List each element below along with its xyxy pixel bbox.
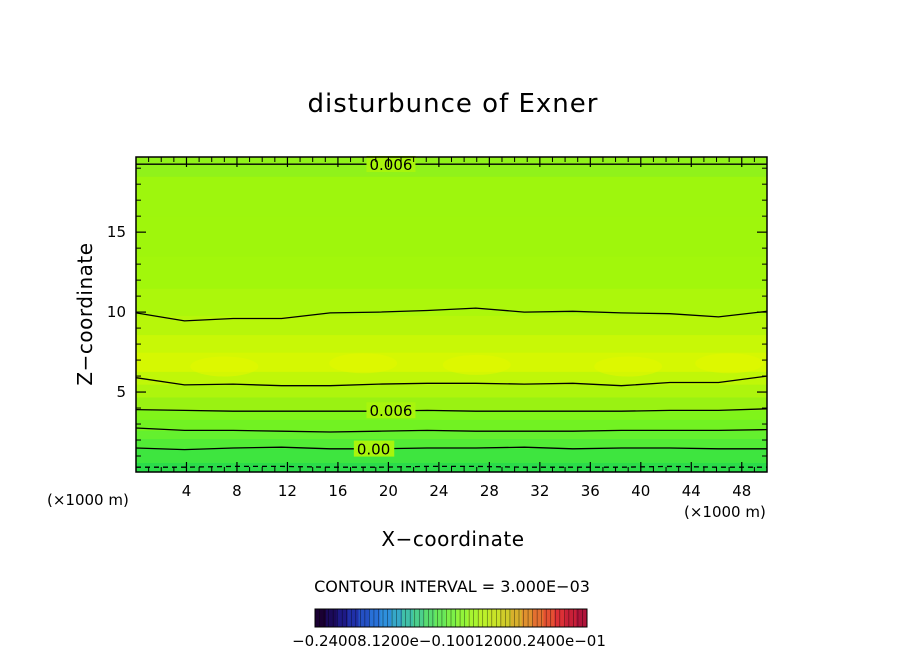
contour-fill-bands — [136, 157, 767, 472]
colorbar-swatch — [434, 609, 446, 627]
x-tick-label: 8 — [232, 482, 242, 500]
y-tick-label: 15 — [107, 223, 126, 241]
contour-labels: 0.006 0.006 0.00 — [353, 155, 416, 459]
contour-line — [136, 307, 767, 322]
fill-band — [136, 430, 767, 440]
warm-highlight-patches — [190, 353, 764, 377]
colorbar-swatch — [380, 609, 392, 627]
contour-lines — [136, 163, 767, 468]
fill-band — [136, 396, 767, 411]
colorbar-swatch — [358, 609, 370, 627]
fill-band — [136, 256, 767, 289]
colorbar-swatch — [315, 609, 327, 627]
x-tick-label: 40 — [631, 482, 650, 500]
colorbar-tick-labels: −0.24008.1200e−0.10012000.2400e−01 — [292, 632, 606, 650]
x-tick-label: 20 — [379, 482, 398, 500]
warm-patch — [594, 356, 663, 377]
x-axis-ticks: 4 8 12 16 20 24 28 32 36 40 44 48 — [182, 157, 751, 500]
colorbar-swatch — [369, 609, 381, 627]
contour-label: 0.00 — [357, 441, 390, 459]
fill-band — [136, 315, 767, 336]
contour-label-bg — [366, 402, 416, 419]
y-axis-ticks: 5 10 15 — [107, 223, 767, 401]
warm-patch — [695, 353, 764, 374]
y-tick-label: 5 — [116, 383, 126, 401]
x-tick-label: 4 — [182, 482, 192, 500]
colorbar-swatch — [489, 609, 501, 627]
colorbar-swatch — [456, 609, 468, 627]
contour-line — [136, 408, 767, 412]
colorbar-swatch — [565, 609, 577, 627]
fill-band — [136, 157, 767, 177]
colorbar-swatch — [543, 609, 555, 627]
fill-band — [136, 419, 767, 432]
y-unit-label: (×1000 m) — [47, 491, 129, 509]
fill-band — [136, 288, 767, 316]
colorbar-swatch — [576, 609, 588, 627]
contour-label-bg — [353, 440, 395, 457]
contour-line — [136, 465, 767, 468]
minor-ticks — [136, 157, 767, 472]
x-tick-label: 12 — [278, 482, 297, 500]
colorbar-frame — [314, 608, 588, 628]
warm-patch — [329, 353, 398, 374]
x-tick-label: 24 — [429, 482, 448, 500]
contour-label-bg — [366, 155, 416, 172]
x-tick-label: 32 — [530, 482, 549, 500]
fill-band — [136, 334, 767, 353]
y-axis-label: Z−coordinate — [73, 242, 97, 385]
fill-band — [136, 438, 767, 449]
warm-patch — [442, 354, 511, 375]
warm-patch — [190, 356, 259, 377]
fill-band — [136, 216, 767, 257]
colorbar — [315, 609, 588, 627]
colorbar-swatch — [510, 609, 523, 627]
x-tick-label: 48 — [732, 482, 751, 500]
chart-title: disturbunce of Exner — [308, 89, 599, 119]
colorbar-swatch — [402, 609, 414, 627]
colorbar-swatch — [467, 609, 479, 627]
contour-line — [136, 446, 767, 451]
colorbar-swatch — [423, 609, 436, 627]
colorbar-swatch — [412, 609, 425, 627]
x-unit-label: (×1000 m) — [684, 503, 766, 521]
x-tick-label: 44 — [682, 482, 701, 500]
fill-band — [136, 176, 767, 217]
x-axis-label: X−coordinate — [381, 527, 524, 551]
x-tick-label: 28 — [480, 482, 499, 500]
colorbar-swatch — [347, 609, 359, 627]
colorbar-swatch — [521, 609, 533, 627]
contour-interval-label: CONTOUR INTERVAL = 3.000E−03 — [314, 577, 590, 596]
fill-band — [136, 448, 767, 464]
colorbar-swatch — [325, 609, 338, 627]
contour-line — [136, 427, 767, 433]
x-tick-label: 16 — [328, 482, 347, 500]
x-tick-label: 36 — [581, 482, 600, 500]
contour-label: 0.006 — [369, 156, 412, 174]
colorbar-swatch — [478, 609, 490, 627]
fill-band — [136, 384, 767, 398]
colorbar-swatch — [532, 609, 544, 627]
contour-line — [136, 375, 767, 387]
y-tick-label: 10 — [107, 303, 126, 321]
contour-label: 0.006 — [369, 402, 412, 420]
fill-band — [136, 409, 767, 420]
